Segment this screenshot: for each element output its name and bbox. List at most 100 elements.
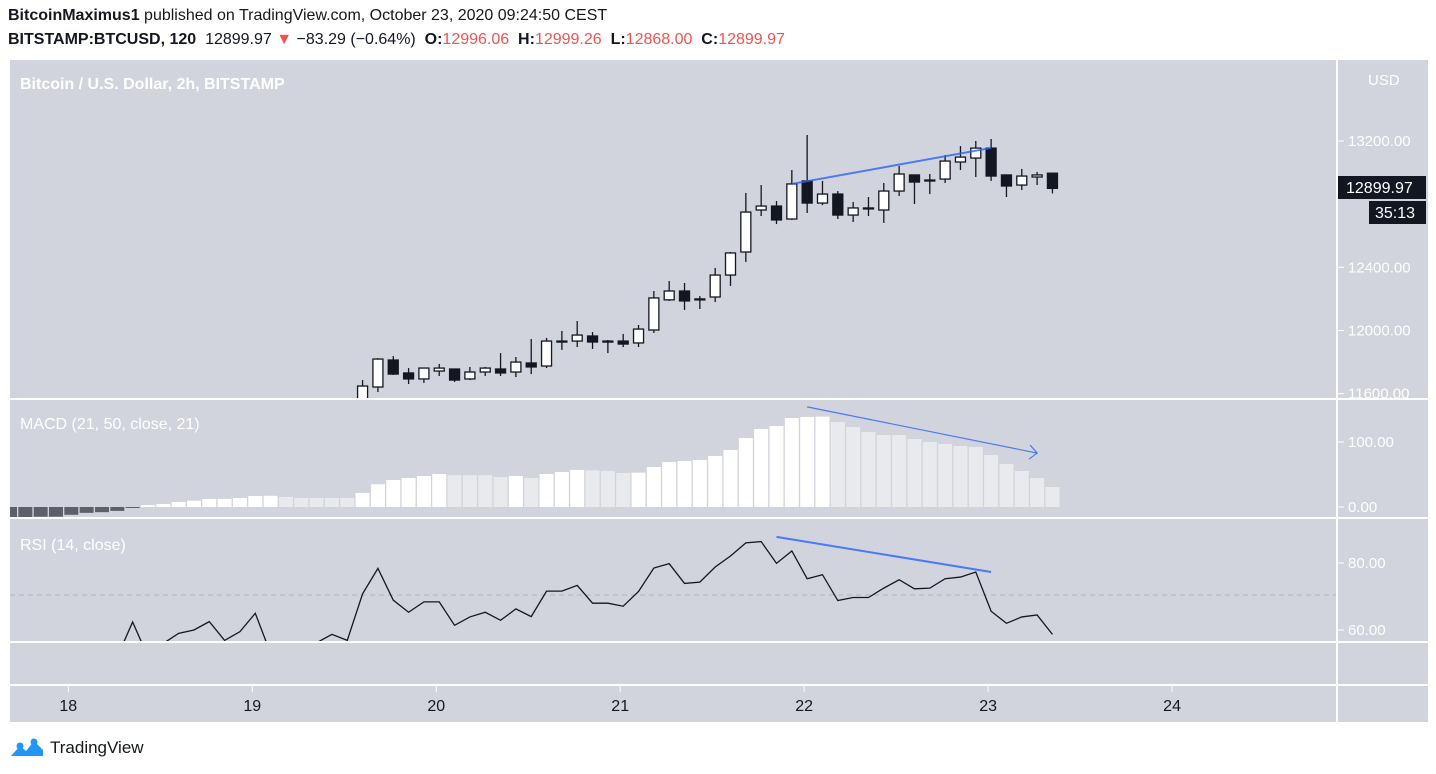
candle-body — [433, 367, 445, 372]
macd-bar — [692, 460, 707, 507]
macd-bar — [600, 470, 615, 507]
countdown-label: 35:13 — [1375, 205, 1415, 222]
candle-body — [494, 368, 507, 374]
candle-body — [586, 335, 599, 343]
macd-bar — [815, 416, 830, 507]
tradingview-logo-icon — [11, 738, 43, 756]
macd-bar — [662, 462, 677, 507]
macd-bar — [800, 416, 815, 507]
macd-bar — [294, 498, 309, 507]
candle-body — [602, 340, 614, 343]
close-label: C: — [701, 31, 719, 48]
y-tick-label: 0.00 — [1348, 499, 1377, 516]
low-label: L: — [610, 31, 626, 48]
rsi-trendline — [776, 535, 992, 574]
macd-histogram — [10, 406, 1060, 517]
x-tick-label: 22 — [795, 698, 813, 715]
candle-body — [617, 340, 629, 345]
macd-bar — [64, 507, 79, 515]
x-tick-label: 21 — [611, 698, 629, 715]
macd-bar — [401, 478, 416, 507]
macd-bar — [539, 473, 554, 507]
rsi-title: RSI (14, close) — [20, 537, 126, 554]
rsi-line — [123, 535, 1053, 641]
pane-separators — [10, 60, 1428, 722]
macd-bar — [386, 480, 401, 507]
macd-bar — [186, 500, 201, 507]
y-tick-label: 12400.00 — [1348, 259, 1411, 276]
y-tick-label: 60.00 — [1348, 622, 1386, 639]
macd-bar — [861, 431, 876, 507]
macd-bar — [248, 495, 263, 507]
candle-body — [970, 147, 982, 159]
publish-info: BitcoinMaximus1 published on TradingView… — [8, 7, 607, 25]
candle-body — [479, 367, 491, 373]
macd-bar — [524, 478, 539, 507]
candle-body — [724, 252, 737, 276]
macd-bar — [10, 507, 17, 517]
candle-body — [770, 205, 783, 221]
candle-body — [356, 385, 369, 398]
candle-body — [985, 147, 997, 177]
candle-body — [1046, 172, 1059, 190]
macd-bar — [892, 434, 907, 507]
candle-body — [954, 156, 967, 163]
candle-body — [1031, 174, 1043, 178]
candle-body — [418, 367, 430, 380]
pane-divider[interactable] — [10, 517, 1428, 519]
candle-body — [372, 358, 384, 388]
macd-bar — [769, 426, 784, 507]
candle-body — [862, 207, 875, 210]
macd-bar — [79, 507, 94, 513]
macd-bar — [708, 455, 723, 507]
arrowhead-icon — [1028, 444, 1038, 460]
y-tick-label: 11600.00 — [1348, 386, 1409, 403]
candle-body — [709, 274, 721, 298]
macd-bar — [171, 501, 186, 507]
macd-bar — [48, 507, 63, 517]
y-tick-label: 100.00 — [1348, 434, 1394, 451]
macd-bar — [999, 463, 1014, 507]
macd-bar — [110, 507, 125, 511]
macd-bar — [508, 475, 523, 507]
candle-body — [893, 173, 905, 192]
y-tick-label: 80.00 — [1348, 555, 1386, 572]
macd-bar — [217, 498, 232, 507]
main-series-title: Bitcoin / U.S. Dollar, 2h, BITSTAMP — [20, 76, 285, 93]
high-label: H: — [518, 31, 535, 48]
candle-body — [402, 372, 415, 380]
candle-body — [525, 362, 537, 368]
currency-label[interactable]: USD — [1368, 72, 1400, 89]
macd-bar — [907, 439, 922, 507]
macd-bar — [723, 449, 738, 507]
candle-body — [1000, 174, 1013, 187]
x-tick-label: 20 — [427, 698, 445, 715]
pane-divider[interactable] — [10, 641, 1428, 643]
candle-body — [448, 368, 461, 381]
price-trendline — [791, 146, 992, 185]
x-tick-label: 18 — [59, 698, 77, 715]
macd-bar — [1030, 478, 1045, 507]
candle-body — [801, 180, 813, 204]
candle-body — [648, 297, 660, 331]
y-tick-label: 12000.00 — [1348, 322, 1411, 339]
macd-trendline — [807, 406, 1038, 454]
x-tick-label: 19 — [243, 698, 261, 715]
macd-bar — [646, 467, 661, 507]
high-value: 12999.26 — [534, 31, 602, 48]
y-tick-label: 13200.00 — [1348, 133, 1411, 150]
tradingview-logo[interactable]: TradingView — [10, 738, 144, 758]
author-name[interactable]: BitcoinMaximus1 — [8, 7, 140, 24]
candle-body — [755, 205, 767, 211]
macd-bar — [493, 477, 508, 507]
last-price-tag-label: 12899.97 — [1346, 180, 1413, 197]
pane-divider[interactable] — [10, 398, 1428, 400]
macd-bar — [953, 446, 968, 507]
axes: 13200.00 12400.00 12000.00 11600.00 100.00 0.… — [59, 133, 1410, 715]
macd-bar — [616, 473, 631, 507]
macd-bar — [478, 475, 493, 507]
x-tick-label: 23 — [979, 698, 997, 715]
brand-name: TradingView — [50, 738, 144, 757]
macd-bar — [370, 484, 385, 507]
